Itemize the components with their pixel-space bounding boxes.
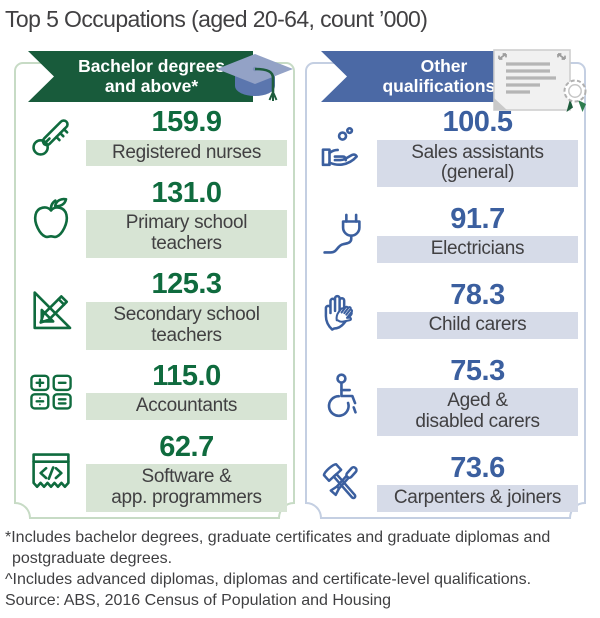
occupation-label: Accountants xyxy=(86,393,287,421)
occupation-label: Child carers xyxy=(377,312,578,340)
hammers-icon xyxy=(313,458,371,508)
page-title: Top 5 Occupations (aged 20-64, count ’00… xyxy=(5,6,428,32)
column-header-bachelor: Bachelor degrees and above* xyxy=(28,51,253,102)
count-value: 62.7 xyxy=(159,430,214,463)
count-value: 78.3 xyxy=(450,278,505,311)
row-registered-nurses: 159.9 Registered nurses xyxy=(22,106,287,167)
occupation-label: Primary school teachers xyxy=(86,210,287,259)
column-border xyxy=(14,62,295,519)
source-line: Source: ABS, 2016 Census of Population a… xyxy=(5,592,392,609)
count-value: 73.6 xyxy=(450,451,505,484)
row-child-carers: 78.3 Child carers xyxy=(313,278,578,340)
row-accountants: 115.0 Accountants xyxy=(22,359,287,421)
count-value: 100.5 xyxy=(442,106,513,138)
footer: *Includes bachelor degrees, graduate cer… xyxy=(5,527,565,611)
occupation-label: Carpenters & joiners xyxy=(377,485,578,512)
count-value: 125.3 xyxy=(151,268,222,301)
code-window-icon xyxy=(22,447,80,497)
graduation-cap-icon xyxy=(217,54,293,101)
footnote-bachelor: *Includes bachelor degrees, graduate cer… xyxy=(5,529,551,567)
count-value: 75.3 xyxy=(450,354,505,387)
thermometer-icon xyxy=(22,112,80,162)
apple-icon xyxy=(22,193,80,243)
occupation-list-other: 100.5 Sales assistants (general) 91.7 El… xyxy=(313,106,578,512)
count-value: 91.7 xyxy=(450,202,505,235)
row-software-programmers: 62.7 Software & app. programmers xyxy=(22,430,287,512)
row-electricians: 91.7 Electricians xyxy=(313,202,578,264)
set-square-pencil-icon xyxy=(22,285,80,335)
row-aged-disabled-carers: 75.3 Aged & disabled carers xyxy=(313,354,578,437)
row-primary-teachers: 131.0 Primary school teachers xyxy=(22,176,287,259)
row-sales-assistants: 100.5 Sales assistants (general) xyxy=(313,106,578,188)
column-bachelor: Bachelor degrees and above* xyxy=(14,51,295,520)
occupation-label: Aged & disabled carers xyxy=(377,388,578,437)
hands-icon xyxy=(313,285,371,335)
row-secondary-teachers: 125.3 Secondary school teachers xyxy=(22,268,287,350)
certificate-icon xyxy=(493,49,587,112)
footnote-other: ^Includes advanced diplomas, diplomas an… xyxy=(5,571,532,588)
column-other: Other qualifications^ xyxy=(305,49,587,520)
plug-icon xyxy=(313,209,371,259)
calculator-icon xyxy=(22,366,80,416)
wheelchair-icon xyxy=(313,371,371,421)
occupation-label: Sales assistants (general) xyxy=(377,139,578,188)
occupation-label: Secondary school teachers xyxy=(86,301,287,350)
row-carpenters-joiners: 73.6 Carpenters & joiners xyxy=(313,451,578,512)
count-value: 159.9 xyxy=(151,106,222,138)
occupation-label: Software & app. programmers xyxy=(86,464,287,512)
count-value: 115.0 xyxy=(152,359,221,392)
hand-coins-icon xyxy=(313,123,371,173)
occupation-label: Electricians xyxy=(377,236,578,264)
column-border xyxy=(305,62,586,519)
occupation-list-bachelor: 159.9 Registered nurses 131.0 Primary sc… xyxy=(22,106,287,512)
count-value: 131.0 xyxy=(151,176,222,209)
occupation-label: Registered nurses xyxy=(86,139,287,167)
